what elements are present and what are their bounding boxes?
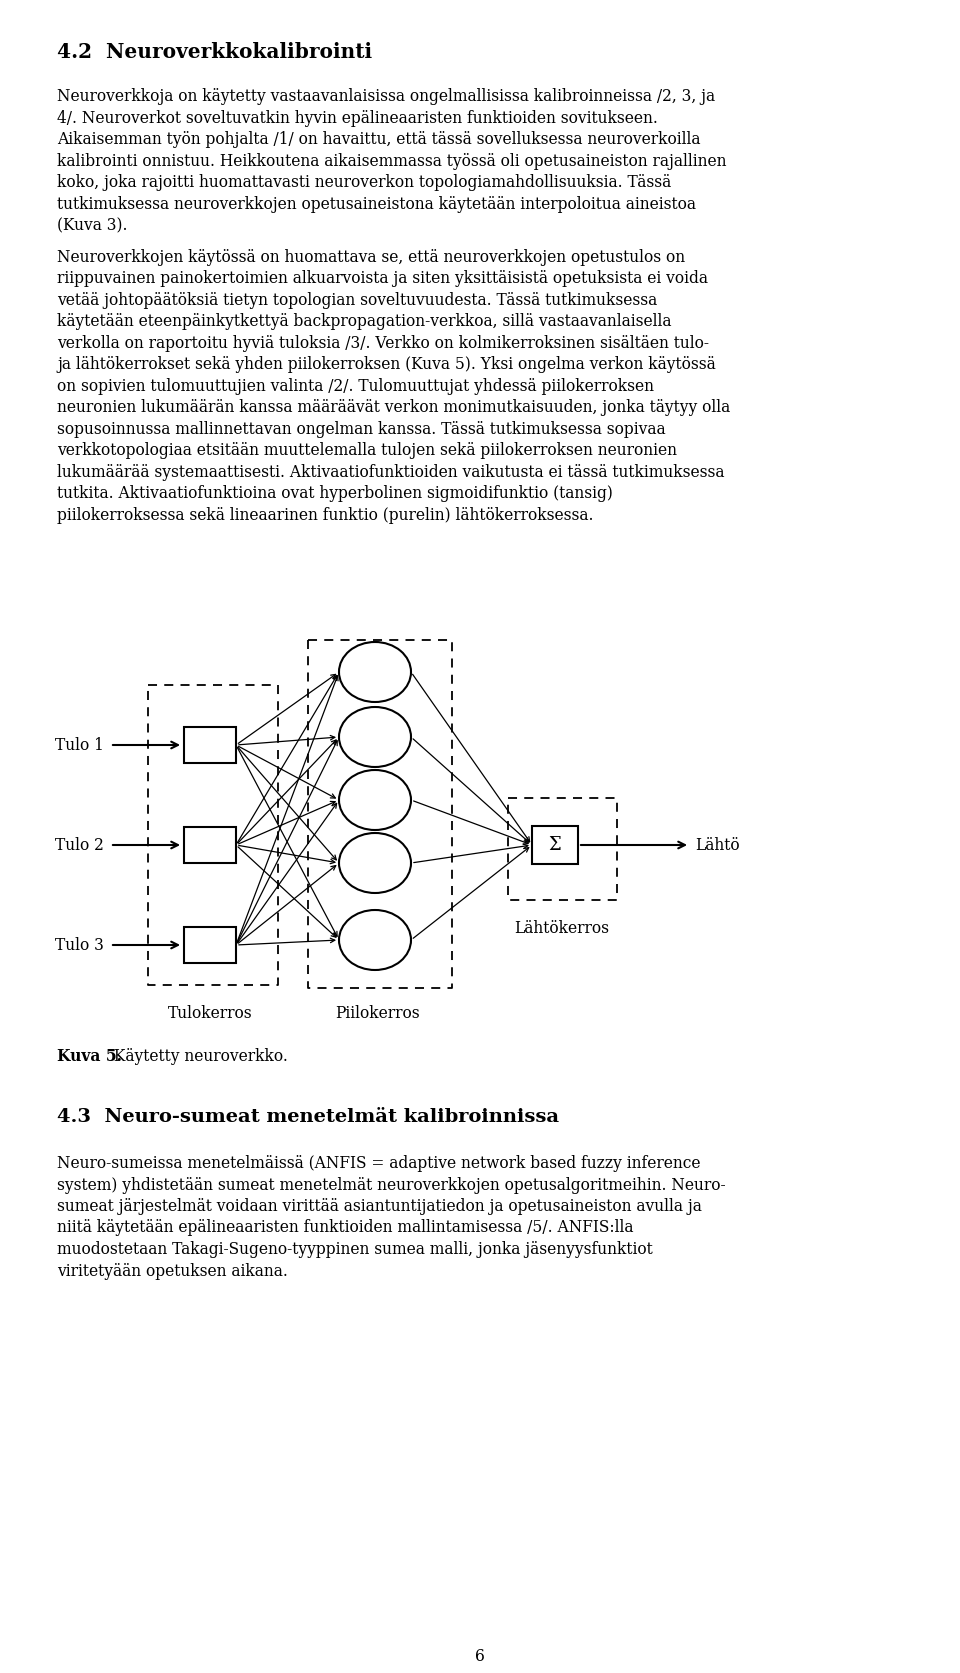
Bar [532, 826, 578, 863]
Text: lukumäärää systemaattisesti. Aktivaatiofunktioiden vaikutusta ei tässä tutkimuks: lukumäärää systemaattisesti. Aktivaatiof… [57, 463, 725, 480]
Text: Neuroverkkojen käytössä on huomattava se, että neuroverkkojen opetustulos on: Neuroverkkojen käytössä on huomattava se… [57, 249, 685, 266]
Text: Tulo 2: Tulo 2 [55, 836, 104, 853]
Text: Käytetty neuroverkko.: Käytetty neuroverkko. [109, 1047, 288, 1066]
Text: tutkimuksessa neuroverkkojen opetusaineistona käytetään interpoloitua aineistoa: tutkimuksessa neuroverkkojen opetusainei… [57, 196, 696, 212]
Ellipse shape [339, 642, 411, 703]
Text: Neuro-sumeissa menetelmäissä (ANFIS = adaptive network based fuzzy inference: Neuro-sumeissa menetelmäissä (ANFIS = ad… [57, 1154, 701, 1173]
Text: 4.3  Neuro-sumeat menetelmät kalibroinnissa: 4.3 Neuro-sumeat menetelmät kalibroinnis… [57, 1108, 559, 1126]
Text: Neuroverkkoja on käytetty vastaavanlaisissa ongelmallisissa kalibroinneissa /2, : Neuroverkkoja on käytetty vastaavanlaisi… [57, 89, 715, 105]
Ellipse shape [339, 910, 411, 970]
Ellipse shape [339, 708, 411, 766]
Text: verkkotopologiaa etsitään muuttelemalla tulojen sekä piilokerroksen neuronien: verkkotopologiaa etsitään muuttelemalla … [57, 442, 677, 458]
Bar [184, 826, 236, 863]
Ellipse shape [339, 770, 411, 830]
Text: muodostetaan Takagi-Sugeno-tyyppinen sumea malli, jonka jäsenyysfunktiot: muodostetaan Takagi-Sugeno-tyyppinen sum… [57, 1241, 653, 1258]
Text: käytetään eteenpäinkytkettyä backpropagation-verkkoa, sillä vastaavanlaisella: käytetään eteenpäinkytkettyä backpropaga… [57, 313, 671, 330]
Text: ja lähtökerrokset sekä yhden piilokerroksen (Kuva 5). Yksi ongelma verkon käytös: ja lähtökerrokset sekä yhden piilokerrok… [57, 356, 716, 373]
Text: piilokerroksessa sekä lineaarinen funktio (purelin) lähtökerroksessa.: piilokerroksessa sekä lineaarinen funkti… [57, 507, 593, 524]
Text: Kuva 5.: Kuva 5. [57, 1047, 122, 1066]
Text: tutkita. Aktivaatiofunktioina ovat hyperbolinen sigmoidifunktio (tansig): tutkita. Aktivaatiofunktioina ovat hyper… [57, 485, 612, 502]
Text: sopusoinnussa mallinnettavan ongelman kanssa. Tässä tutkimuksessa sopivaa: sopusoinnussa mallinnettavan ongelman ka… [57, 420, 665, 438]
Text: Tulo 3: Tulo 3 [55, 937, 104, 954]
Text: niitä käytetään epälineaaristen funktioiden mallintamisessa /5/. ANFIS:lla: niitä käytetään epälineaaristen funktioi… [57, 1220, 634, 1236]
Text: Tulokerros: Tulokerros [168, 1005, 252, 1022]
Text: vetää johtopäätöksiä tietyn topologian soveltuvuudesta. Tässä tutkimuksessa: vetää johtopäätöksiä tietyn topologian s… [57, 291, 658, 308]
Text: Lähtökerros: Lähtökerros [515, 920, 610, 937]
Text: riippuvainen painokertoimien alkuarvoista ja siten yksittäisistä opetuksista ei : riippuvainen painokertoimien alkuarvoist… [57, 269, 708, 288]
Text: Aikaisemman työn pohjalta /1/ on havaittu, että tässä sovelluksessa neuroverkoil: Aikaisemman työn pohjalta /1/ on havaitt… [57, 130, 701, 147]
Text: 6: 6 [475, 1648, 485, 1665]
Text: sumeat järjestelmät voidaan virittää asiantuntijatiedon ja opetusaineiston avull: sumeat järjestelmät voidaan virittää asi… [57, 1198, 702, 1215]
Bar [184, 728, 236, 763]
Text: system) yhdistetään sumeat menetelmät neuroverkkojen opetusalgoritmeihin. Neuro-: system) yhdistetään sumeat menetelmät ne… [57, 1176, 726, 1193]
Text: verkolla on raportoitu hyviä tuloksia /3/. Verkko on kolmikerroksinen sisältäen : verkolla on raportoitu hyviä tuloksia /3… [57, 335, 709, 351]
Text: neuronien lukumäärän kanssa määräävät verkon monimutkaisuuden, jonka täytyy olla: neuronien lukumäärän kanssa määräävät ve… [57, 398, 731, 417]
Bar [184, 927, 236, 964]
Text: viritetyään opetuksen aikana.: viritetyään opetuksen aikana. [57, 1263, 288, 1280]
Text: Σ: Σ [548, 836, 562, 853]
Text: Tulo 1: Tulo 1 [55, 736, 104, 753]
Text: kalibrointi onnistuu. Heikkoutena aikaisemmassa työssä oli opetusaineiston rajal: kalibrointi onnistuu. Heikkoutena aikais… [57, 152, 727, 169]
Text: (Kuva 3).: (Kuva 3). [57, 217, 128, 234]
Text: Lähtö: Lähtö [695, 836, 739, 853]
Text: 4/. Neuroverkot soveltuvatkin hyvin epälineaaristen funktioiden sovitukseen.: 4/. Neuroverkot soveltuvatkin hyvin epäl… [57, 109, 658, 127]
Text: Piilokerros: Piilokerros [336, 1005, 420, 1022]
Text: 4.2  Neuroverkkokalibrointi: 4.2 Neuroverkkokalibrointi [57, 42, 372, 62]
Text: on sopivien tulomuuttujien valinta /2/. Tulomuuttujat yhdessä piilokerroksen: on sopivien tulomuuttujien valinta /2/. … [57, 378, 654, 395]
Ellipse shape [339, 833, 411, 893]
Text: koko, joka rajoitti huomattavasti neuroverkon topologiamahdollisuuksia. Tässä: koko, joka rajoitti huomattavasti neurov… [57, 174, 671, 191]
